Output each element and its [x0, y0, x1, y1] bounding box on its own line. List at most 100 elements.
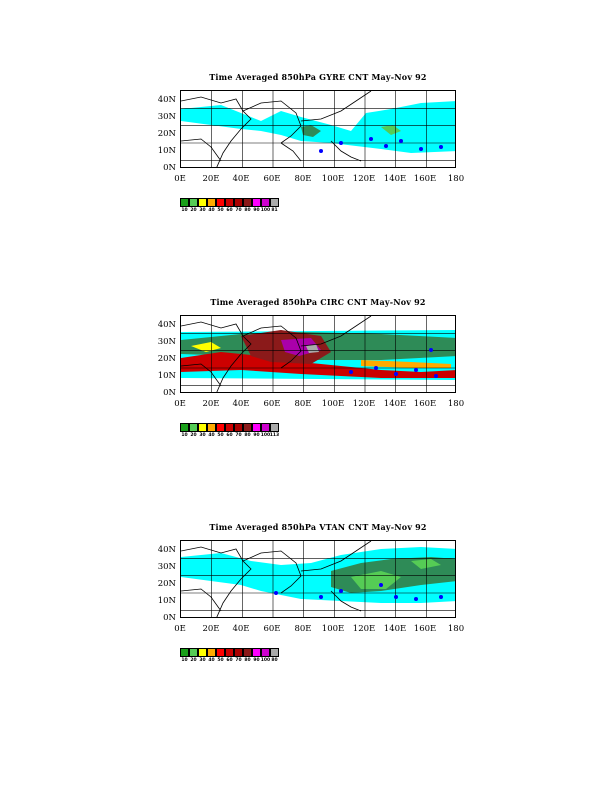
- gridlines: [181, 541, 455, 617]
- legend-swatch: [225, 198, 234, 207]
- legend-label: 60: [226, 658, 233, 663]
- y-tick-label: 10N: [157, 371, 176, 381]
- legend-label: 60: [226, 208, 233, 213]
- legend-label: 10: [181, 658, 188, 663]
- x-tick-label: 100E: [321, 399, 345, 409]
- x-tick-label: 60E: [263, 624, 281, 634]
- legend-label: 70: [235, 658, 242, 663]
- x-tick-label: 140E: [383, 174, 407, 184]
- legend-swatch: [234, 648, 243, 657]
- legend-label: 60: [226, 433, 233, 438]
- x-tick-label: 40E: [232, 624, 250, 634]
- legend-label: 10: [181, 208, 188, 213]
- cyclone-markers: [319, 137, 443, 153]
- x-tick-label: 20E: [202, 624, 220, 634]
- legend-swatch: [180, 423, 189, 432]
- legend-label: 80: [244, 658, 251, 663]
- legend-label: 40: [208, 433, 215, 438]
- y-tick-label: 40N: [157, 95, 176, 105]
- color-legend: 10 20 30 40 50 60 70 80 90 100 113: [180, 423, 290, 441]
- legend-swatch: [189, 198, 198, 207]
- legend-swatch: [243, 423, 252, 432]
- legend-label: 90: [253, 433, 260, 438]
- legend-swatch: [234, 423, 243, 432]
- legend-label: 80: [244, 433, 251, 438]
- legend-label: 20: [190, 433, 197, 438]
- panel-vtan: Time Averaged 850hPa VTAN CNT May-Nov 92: [0, 522, 612, 722]
- legend-swatch: [270, 198, 279, 207]
- legend-swatch: [252, 648, 261, 657]
- legend-swatch: [198, 423, 207, 432]
- y-tick-label: 10N: [157, 146, 176, 156]
- cyclone-markers: [349, 348, 438, 378]
- legend-swatch: [243, 198, 252, 207]
- green-contour: [301, 125, 321, 137]
- legend-swatch: [243, 648, 252, 657]
- map-plot: [180, 315, 456, 393]
- legend-label: 90: [253, 208, 260, 213]
- x-tick-label: 120E: [352, 399, 376, 409]
- y-tick-label: 0N: [163, 388, 176, 398]
- color-legend: 10 20 30 40 50 60 70 80 90 100 80: [180, 648, 290, 666]
- x-tick-label: 0E: [174, 399, 186, 409]
- chart-title: Time Averaged 850hPa CIRC CNT May-Nov 92: [210, 297, 426, 307]
- panel-circ: Time Averaged 850hPa CIRC CNT May-Nov 92: [0, 297, 612, 497]
- gridlines: [181, 316, 455, 392]
- legend-label: 80: [271, 658, 278, 663]
- legend-swatch: [198, 198, 207, 207]
- legend-label: 100: [260, 433, 271, 438]
- legend-label: 10: [181, 433, 188, 438]
- legend-swatch: [216, 423, 225, 432]
- legend-label: 70: [235, 433, 242, 438]
- color-legend: 10 20 30 40 50 60 70 80 90 100 81: [180, 198, 290, 216]
- legend-swatch: [261, 648, 270, 657]
- x-tick-label: 40E: [232, 174, 250, 184]
- y-tick-label: 30N: [157, 112, 176, 122]
- legend-label: 20: [190, 208, 197, 213]
- y-tick-label: 20N: [157, 579, 176, 589]
- x-tick-label: 100E: [321, 174, 345, 184]
- legend-label: 80: [244, 208, 251, 213]
- x-tick-label: 160E: [413, 399, 437, 409]
- y-tick-label: 10N: [157, 596, 176, 606]
- x-tick-label: 40E: [232, 399, 250, 409]
- legend-swatch: [225, 648, 234, 657]
- y-tick-label: 30N: [157, 562, 176, 572]
- legend-swatch: [207, 198, 216, 207]
- x-tick-label: 80E: [294, 624, 312, 634]
- panel-gyre: Time Averaged 850hPa GYRE CNT May-Nov 92: [0, 72, 612, 272]
- legend-label: 30: [199, 433, 206, 438]
- legend-label: 40: [208, 208, 215, 213]
- x-tick-label: 20E: [202, 174, 220, 184]
- map-plot: [180, 90, 456, 168]
- x-tick-label: 180: [447, 399, 465, 409]
- y-tick-label: 40N: [157, 320, 176, 330]
- legend-label: 20: [190, 658, 197, 663]
- legend-label: 30: [199, 208, 206, 213]
- legend-label: 50: [217, 208, 224, 213]
- y-tick-label: 30N: [157, 337, 176, 347]
- x-tick-label: 0E: [174, 624, 186, 634]
- x-tick-label: 120E: [352, 624, 376, 634]
- orange-contour: [361, 360, 451, 368]
- legend-swatch: [270, 423, 279, 432]
- map-svg: [181, 91, 455, 167]
- x-tick-label: 80E: [294, 174, 312, 184]
- red-contour: [181, 352, 455, 378]
- legend-label: 40: [208, 658, 215, 663]
- x-tick-label: 60E: [263, 174, 281, 184]
- legend-label: 50: [217, 433, 224, 438]
- gridlines: [181, 91, 455, 167]
- legend-label: 100: [260, 658, 271, 663]
- legend-label: 81: [271, 208, 278, 213]
- legend-swatch: [180, 198, 189, 207]
- map-svg: [181, 541, 455, 617]
- map-plot: [180, 540, 456, 618]
- legend-swatch: [189, 423, 198, 432]
- y-tick-label: 20N: [157, 129, 176, 139]
- legend-swatch: [234, 198, 243, 207]
- map-svg: [181, 316, 455, 392]
- coastlines: [181, 541, 372, 617]
- legend-swatch: [252, 423, 261, 432]
- chart-title: Time Averaged 850hPa VTAN CNT May-Nov 92: [209, 522, 427, 532]
